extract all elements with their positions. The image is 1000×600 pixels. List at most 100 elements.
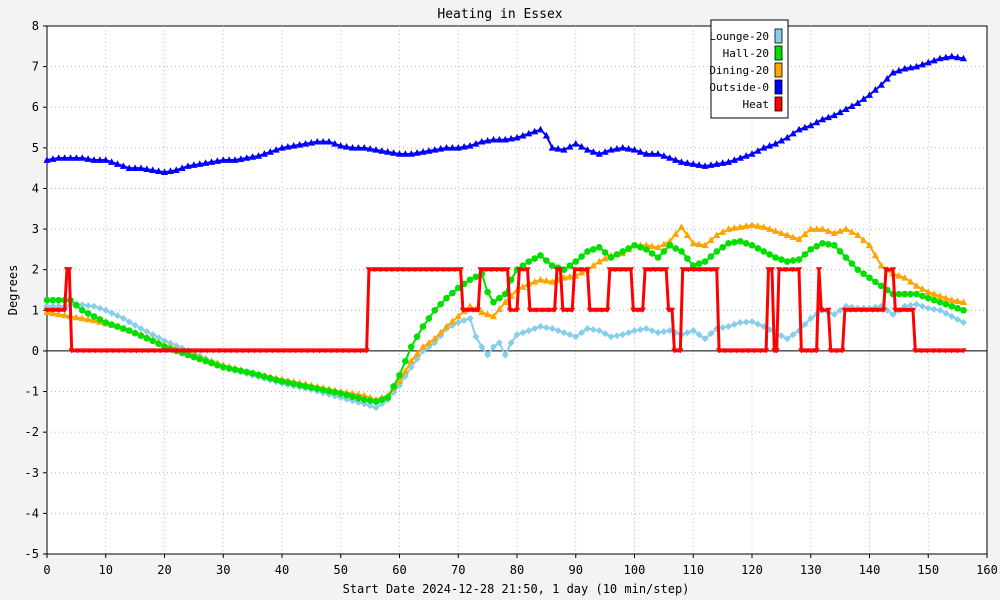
outside-0-point <box>466 142 474 149</box>
outside-0-point <box>830 111 838 119</box>
outside-0-point <box>889 68 897 76</box>
heat-point <box>657 267 665 273</box>
lounge-20-point <box>942 309 950 317</box>
lounge-20-point <box>143 328 151 336</box>
heat-point <box>584 267 591 273</box>
outside-0-point <box>290 142 298 149</box>
lounge-20-point <box>566 331 574 339</box>
outside-0-point <box>243 154 251 161</box>
outside-0-point <box>413 149 421 156</box>
dining-20-point <box>437 328 445 336</box>
hall-20-point <box>590 246 597 253</box>
lounge-20-point <box>108 309 116 317</box>
hall-20-point <box>619 248 627 255</box>
y-tick-label: -4 <box>25 506 39 520</box>
heat-point <box>564 307 571 313</box>
lounge-20-point <box>114 312 121 320</box>
outside-0-point <box>836 108 844 116</box>
heat-point <box>892 307 899 313</box>
hall-20-point <box>219 363 227 371</box>
hall-20-point <box>713 248 721 255</box>
hall-20-point <box>214 361 221 369</box>
outside-0-point <box>378 147 386 154</box>
outside-0-point <box>313 137 321 145</box>
x-tick-label: 0 <box>43 563 50 577</box>
outside-0-point <box>501 135 509 143</box>
hall-20-point <box>819 239 826 247</box>
outside-0-point <box>636 148 644 155</box>
heat-point <box>606 267 614 273</box>
hall-20-point <box>225 365 233 372</box>
lounge-20-point <box>683 329 691 337</box>
outside-0-point <box>125 164 133 171</box>
heat-point <box>598 307 605 313</box>
heat-point <box>827 348 834 354</box>
heat-point <box>286 348 294 354</box>
outside-0-point <box>407 150 415 157</box>
outside-0-point <box>719 159 727 166</box>
heat-point <box>280 348 288 354</box>
heat-point <box>233 348 241 354</box>
heat-point <box>257 348 264 354</box>
hall-20-point <box>678 248 685 255</box>
outside-0-point <box>748 150 756 157</box>
hall-20-point <box>302 382 309 390</box>
lounge-20-point <box>572 333 580 341</box>
dining-20-point <box>425 339 433 346</box>
dining-20-point <box>724 225 733 232</box>
dining-20-point <box>401 367 409 375</box>
hall-20-point <box>613 251 621 258</box>
legend-label-lounge-20: Lounge-20 <box>709 30 769 43</box>
lounge-20-point <box>754 320 762 328</box>
heat-point <box>539 307 546 313</box>
hall-20-point <box>584 248 591 255</box>
heat-point <box>768 267 776 273</box>
heat-point <box>363 348 370 354</box>
hall-20-point <box>936 298 944 306</box>
outside-0-point <box>131 164 139 171</box>
heat-point <box>858 307 865 313</box>
outside-0-point <box>672 156 680 163</box>
dining-20-point <box>660 240 668 248</box>
outside-0-point <box>677 158 686 165</box>
outside-0-point <box>959 54 968 62</box>
outside-0-point <box>578 143 586 150</box>
hall-20-point <box>748 242 756 249</box>
dining-20-point <box>536 276 545 283</box>
hall-20-point <box>73 301 80 309</box>
outside-0-point <box>254 152 263 159</box>
outside-0-point <box>348 144 357 151</box>
x-tick-label: 60 <box>392 563 406 577</box>
dining-20-point <box>601 254 609 262</box>
heat-point <box>274 348 282 354</box>
hall-20-point <box>360 396 368 403</box>
hall-20-point <box>707 253 715 260</box>
outside-0-point <box>795 125 803 133</box>
lounge-20-point <box>96 304 104 312</box>
series-heat <box>43 267 967 354</box>
hall-20-point <box>836 248 844 255</box>
y-tick-label: 0 <box>32 344 39 358</box>
outside-0-point <box>660 152 668 159</box>
dining-20-point <box>454 312 462 320</box>
hall-20-point <box>637 244 644 251</box>
hall-20-point <box>261 373 268 380</box>
hall-20-point <box>278 378 286 385</box>
heat-point <box>611 267 619 273</box>
hall-20-point <box>255 371 262 379</box>
lounge-20-point <box>783 335 791 343</box>
outside-0-point <box>630 146 639 153</box>
lounge-20-point <box>701 335 709 343</box>
hall-20-point <box>848 260 856 267</box>
hall-20-point <box>449 289 456 297</box>
hall-20-point <box>308 384 315 391</box>
dining-20-point <box>501 298 509 305</box>
heat-point <box>948 348 955 354</box>
heat-point <box>239 348 246 354</box>
hall-20-point <box>137 332 145 339</box>
dining-20-point <box>895 271 903 279</box>
heat-point <box>685 267 692 273</box>
heat-point <box>798 348 805 354</box>
lounge-20-point <box>84 302 92 310</box>
heat-point <box>498 267 506 273</box>
